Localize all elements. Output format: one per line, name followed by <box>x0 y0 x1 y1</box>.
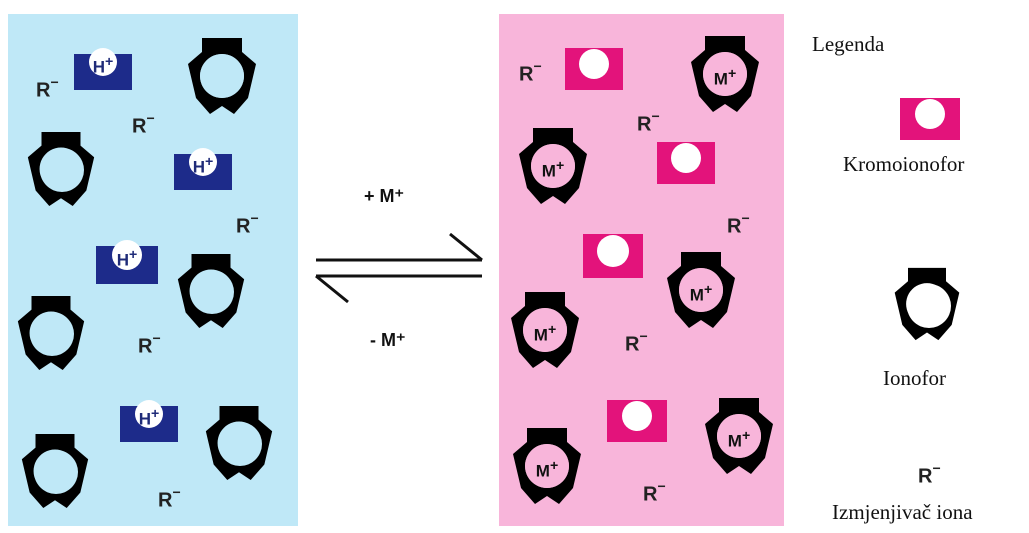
ionophore-metal-complex: M+ <box>685 34 765 114</box>
legend-title: Legenda <box>812 32 885 56</box>
ion-exchanger-label: R− <box>643 478 666 506</box>
ionophore-empty <box>12 294 90 372</box>
ion-exchanger-label: R− <box>519 58 542 86</box>
ion-exchanger-label: R− <box>625 328 648 356</box>
forward-arrow-barb <box>449 232 483 262</box>
chromoionophore <box>565 48 623 90</box>
proton-chromoionophore: H+ <box>96 240 158 284</box>
ionophore-metal-complex: M+ <box>661 250 741 330</box>
ionophore-empty <box>200 404 278 482</box>
legend-exchanger-symbol: R− <box>918 460 941 488</box>
ionophore-empty <box>172 252 250 330</box>
proton-label: H+ <box>92 54 114 77</box>
forward-arrow-label: + M⁺ <box>364 186 405 206</box>
ion-exchanger-label: R− <box>637 108 660 136</box>
legend-chromoionophore-label: Kromoionofor <box>843 152 965 176</box>
ionophore-empty <box>16 432 94 510</box>
ion-exchanger-label: R− <box>36 74 59 102</box>
ion-exchanger-label: R− <box>158 484 181 512</box>
ionophore-metal-complex: M+ <box>513 126 593 206</box>
proton-chromoionophore: H+ <box>120 400 178 442</box>
chromoionophore <box>583 234 643 278</box>
proton-label: H+ <box>138 406 160 429</box>
protonated-membrane-panel: H+ H+ H+ H+ R− R− R− R− R− <box>8 14 298 526</box>
chromoionophore <box>607 400 667 442</box>
ionophore-empty <box>182 36 262 116</box>
reverse-arrow-barb <box>315 274 349 304</box>
proton-label: H+ <box>192 154 214 177</box>
ionophore-metal-complex: M+ <box>699 396 779 476</box>
ionophore-metal-complex: M+ <box>507 426 587 506</box>
proton-chromoionophore: H+ <box>174 148 232 190</box>
chromoionophore <box>657 142 715 184</box>
legend-chromoionophore-icon <box>900 98 960 140</box>
equilibrium-arrows <box>315 232 483 304</box>
ion-exchanger-label: R− <box>138 330 161 358</box>
ion-exchanger-label: R− <box>132 110 155 138</box>
legend-exchanger-label: Izmjenjivač iona <box>832 500 973 524</box>
ion-exchanger-label: R− <box>236 210 259 238</box>
legend-ionophore-icon <box>889 266 965 342</box>
ionophore-empty <box>22 130 100 208</box>
proton-label: H+ <box>116 247 138 270</box>
legend-ionophore-label: Ionofor <box>883 366 946 390</box>
ionophore-metal-complex: M+ <box>505 290 585 370</box>
reverse-arrow-label: - M⁺ <box>370 330 406 350</box>
proton-chromoionophore: H+ <box>74 48 132 90</box>
metal-complex-panel: M+ M+ M+ M+ M+ M+ R− R− R− R− R− <box>499 14 784 526</box>
ion-exchanger-label: R− <box>727 210 750 238</box>
